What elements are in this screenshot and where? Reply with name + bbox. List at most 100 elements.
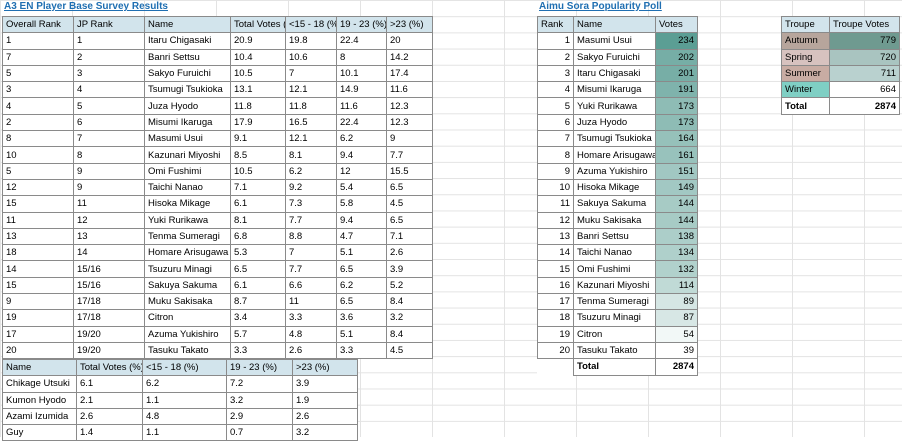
poll-row: 6 Juza Hyodo 173 [537, 113, 698, 132]
survey-cell: 17/18 [73, 309, 145, 327]
survey-cell: 13 [2, 227, 74, 246]
extra-row: Kumon Hyodo 2.1 1.1 3.2 1.9 [2, 391, 358, 409]
survey-row: 5 3 Sakyo Furuichi 10.5 7 10.1 17.4 [2, 64, 433, 83]
extra-cell: Azami Izumida [2, 407, 77, 426]
troupe-header-cell: Troupe [781, 15, 830, 34]
troupe-header-cell: Troupe Votes [829, 15, 900, 34]
poll-votes-cell: 39 [655, 341, 698, 360]
survey-cell: Hisoka Mikage [144, 195, 231, 213]
survey-cell: 10.5 [230, 162, 286, 180]
survey-header-cell: Overall Rank [2, 15, 74, 34]
survey-cell: 9.4 [336, 146, 387, 164]
poll-name-cell: Homare Arisugawa [573, 146, 656, 164]
survey-cell: Tsumugi Tsukioka [144, 81, 231, 99]
poll-name-cell: Misumi Ikaruga [573, 81, 656, 99]
survey-cell: 12 [336, 162, 387, 180]
poll-rank-cell: 18 [537, 309, 574, 327]
poll-votes-cell: 234 [655, 32, 698, 50]
poll-votes-cell: 138 [655, 227, 698, 246]
survey-cell: 3.3 [230, 341, 286, 360]
poll-rank-cell: 13 [537, 227, 574, 246]
survey-row: 15 15/16 Sakuya Sakuma 6.1 6.6 6.2 5.2 [2, 276, 433, 295]
survey-cell: 12.3 [386, 97, 433, 115]
survey-cell: 4 [73, 81, 145, 99]
survey-cell: 6 [73, 113, 145, 132]
poll-row: 16 Kazunari Miyoshi 114 [537, 276, 698, 295]
survey-cell: Muku Sakisaka [144, 293, 231, 311]
survey-cell: Misumi Ikaruga [144, 113, 231, 132]
troupe-total-value: 2874 [829, 97, 900, 115]
poll-header-cell: Name [573, 15, 656, 34]
survey-header-cell: <15 - 18 (%) [285, 15, 337, 34]
poll-row: 17 Tenma Sumeragi 89 [537, 293, 698, 311]
survey-cell: Azuma Yukishiro [144, 325, 231, 343]
poll-name-cell: Juza Hyodo [573, 113, 656, 132]
survey-title: A3 EN Player Base Survey Results [4, 1, 168, 12]
poll-rank-cell: 9 [537, 162, 574, 180]
survey-cell: 7 [73, 130, 145, 148]
poll-rank-cell: 6 [537, 113, 574, 132]
survey-cell: Kazunari Miyoshi [144, 146, 231, 164]
survey-cell: 19.8 [285, 32, 337, 50]
survey-cell: Tsuzuru Minagi [144, 260, 231, 278]
survey-cell: 10.1 [336, 64, 387, 83]
survey-header-cell: >23 (%) [386, 15, 433, 34]
survey-row: 2 6 Misumi Ikaruga 17.9 16.5 22.4 12.3 [2, 113, 433, 132]
survey-cell: 15/16 [73, 260, 145, 278]
survey-cell: 7.3 [285, 195, 337, 213]
troupe-votes-cell: 664 [829, 81, 900, 99]
survey-cell: 7 [285, 64, 337, 83]
survey-cell: 8.5 [230, 146, 286, 164]
poll-header-cell: Votes [655, 15, 698, 34]
poll-total-label: Total [573, 358, 656, 376]
survey-cell: 3.9 [386, 260, 433, 278]
survey-cell: Taichi Nanao [144, 178, 231, 197]
poll-votes-cell: 132 [655, 260, 698, 278]
survey-row: 4 5 Juza Hyodo 11.8 11.8 11.6 12.3 [2, 97, 433, 115]
survey-cell: 7.7 [285, 211, 337, 229]
survey-row: 5 9 Omi Fushimi 10.5 6.2 12 15.5 [2, 162, 433, 180]
poll-rank-cell: 10 [537, 178, 574, 197]
survey-cell: 20 [2, 341, 74, 360]
survey-cell: 6.5 [336, 293, 387, 311]
extra-header-row: Name Total Votes (%) <15 - 18 (%) 19 - 23 (… [2, 358, 358, 377]
poll-votes-cell: 201 [655, 64, 698, 83]
survey-cell: 5 [2, 162, 74, 180]
poll-name-cell: Hisoka Mikage [573, 178, 656, 197]
extra-cell: 3.2 [292, 424, 358, 441]
troupe-row: Spring 720 [781, 48, 900, 66]
survey-cell: 4 [2, 97, 74, 115]
survey-cell: 11.8 [285, 97, 337, 115]
extra-cell: 1.9 [292, 391, 358, 409]
poll-votes-cell: 54 [655, 325, 698, 343]
poll-row: 10 Hisoka Mikage 149 [537, 178, 698, 197]
poll-name-cell: Tsuzuru Minagi [573, 309, 656, 327]
poll-row: 8 Homare Arisugawa 161 [537, 146, 698, 164]
survey-cell: 8 [2, 130, 74, 148]
poll-rank-cell: 17 [537, 293, 574, 311]
extra-header-cell: 19 - 23 (%) [226, 358, 293, 377]
poll-votes-cell: 202 [655, 48, 698, 66]
survey-cell: 2.6 [386, 244, 433, 262]
survey-cell: 10.6 [285, 48, 337, 66]
survey-cell: 2 [2, 113, 74, 132]
survey-row: 14 15/16 Tsuzuru Minagi 6.5 7.7 6.5 3.9 [2, 260, 433, 278]
poll-row: 20 Tasuku Takato 39 [537, 341, 698, 360]
survey-cell: 8.7 [230, 293, 286, 311]
poll-rank-cell: 15 [537, 260, 574, 278]
survey-cell: 5.7 [230, 325, 286, 343]
survey-cell: 10.4 [230, 48, 286, 66]
survey-cell: Sakuya Sakuma [144, 276, 231, 295]
survey-cell: 12 [2, 178, 74, 197]
survey-cell: 5.1 [336, 244, 387, 262]
survey-cell: 17.9 [230, 113, 286, 132]
survey-cell: 11 [285, 293, 337, 311]
poll-row: 2 Sakyo Furuichi 202 [537, 48, 698, 66]
survey-cell: 15.5 [386, 162, 433, 180]
survey-cell: 6.1 [230, 276, 286, 295]
extra-cell: 3.9 [292, 375, 358, 393]
survey-cell: 8 [336, 48, 387, 66]
poll-rank-cell: 12 [537, 211, 574, 229]
survey-cell: 6.2 [336, 276, 387, 295]
troupe-total-row: Total 2874 [781, 97, 900, 115]
